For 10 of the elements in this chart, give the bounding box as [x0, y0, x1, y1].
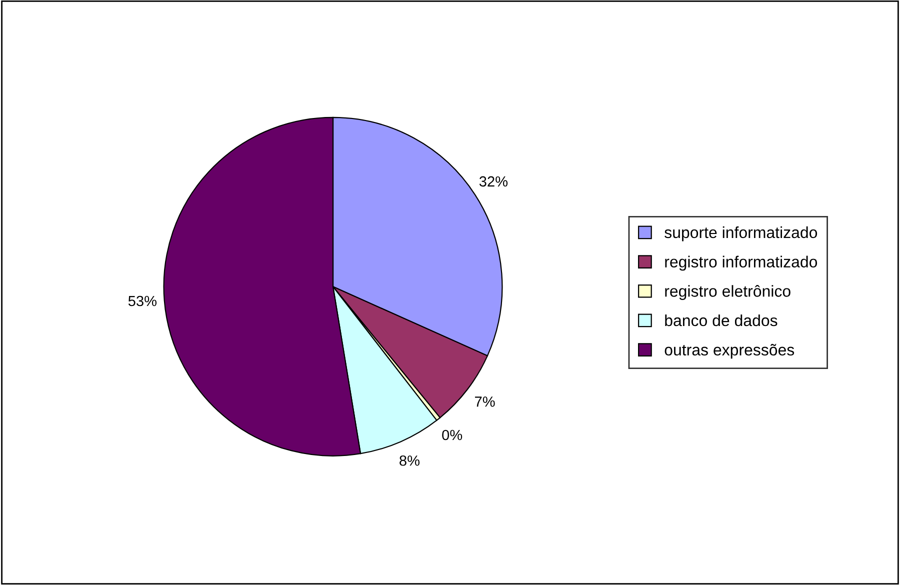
legend-label: registro eletrônico — [665, 285, 790, 300]
data-label: 7% — [475, 396, 495, 407]
legend-label: banco de dados — [665, 314, 778, 326]
data-label: 32% — [479, 176, 508, 187]
data-label: 0% — [442, 430, 462, 440]
data-label: 8% — [400, 455, 420, 466]
legend-label: registro informatizado — [665, 256, 818, 271]
legend-label: outras expressões — [664, 344, 794, 359]
legend-label: suporte informatizado — [664, 226, 818, 242]
data-label: 53% — [128, 296, 157, 306]
